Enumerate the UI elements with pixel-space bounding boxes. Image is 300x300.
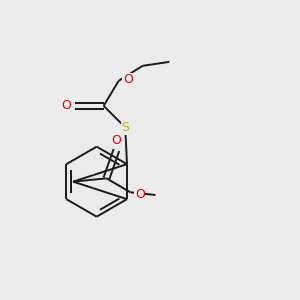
Text: S: S — [121, 121, 129, 134]
Text: O: O — [112, 134, 122, 146]
Text: O: O — [123, 73, 133, 86]
Text: O: O — [135, 188, 145, 200]
Text: O: O — [61, 99, 71, 112]
